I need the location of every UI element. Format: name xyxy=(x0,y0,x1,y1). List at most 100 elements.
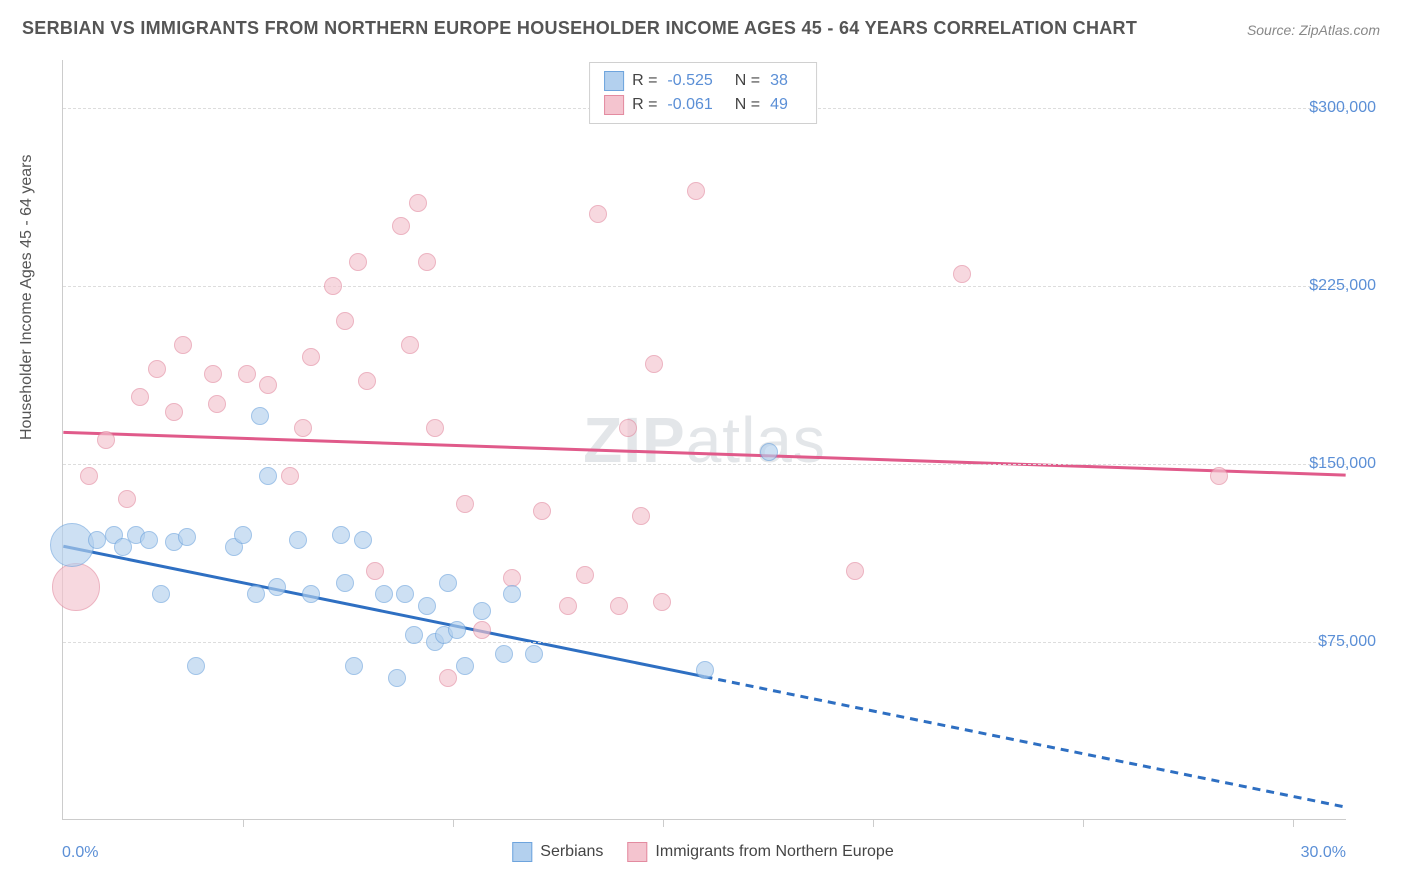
data-point-immigrants xyxy=(118,490,136,508)
data-point-immigrants xyxy=(589,205,607,223)
data-point-immigrants xyxy=(259,376,277,394)
chart-container: SERBIAN VS IMMIGRANTS FROM NORTHERN EURO… xyxy=(0,0,1406,892)
data-point-immigrants xyxy=(576,566,594,584)
y-tick-label: $150,000 xyxy=(1309,455,1376,473)
data-point-serbians xyxy=(289,531,307,549)
x-tick xyxy=(453,819,454,827)
data-point-serbians xyxy=(448,621,466,639)
data-point-immigrants xyxy=(610,597,628,615)
data-point-serbians xyxy=(88,531,106,549)
data-point-serbians xyxy=(418,597,436,615)
grid-line xyxy=(63,286,1346,287)
data-point-immigrants xyxy=(294,419,312,437)
y-tick-label: $300,000 xyxy=(1309,99,1376,117)
data-point-immigrants xyxy=(302,348,320,366)
stats-row-immigrants: R = -0.061 N = 49 xyxy=(604,93,802,117)
data-point-immigrants xyxy=(473,621,491,639)
x-axis-min-label: 0.0% xyxy=(62,844,98,862)
data-point-serbians xyxy=(345,657,363,675)
x-tick xyxy=(873,819,874,827)
data-point-serbians xyxy=(152,585,170,603)
swatch-serbians xyxy=(604,71,624,91)
data-point-immigrants xyxy=(533,502,551,520)
data-point-serbians xyxy=(696,661,714,679)
swatch-immigrants xyxy=(604,95,624,115)
chart-title: SERBIAN VS IMMIGRANTS FROM NORTHERN EURO… xyxy=(22,18,1137,39)
swatch-serbians xyxy=(512,842,532,862)
grid-line xyxy=(63,642,1346,643)
r-label: R = xyxy=(632,96,657,114)
data-point-immigrants xyxy=(336,312,354,330)
data-point-serbians xyxy=(268,578,286,596)
data-point-immigrants xyxy=(80,467,98,485)
n-label: N = xyxy=(735,96,760,114)
data-point-immigrants xyxy=(238,365,256,383)
y-tick-label: $75,000 xyxy=(1318,633,1376,651)
legend-item-serbians: Serbians xyxy=(512,842,603,862)
data-point-immigrants xyxy=(426,419,444,437)
data-point-immigrants xyxy=(281,467,299,485)
data-point-immigrants xyxy=(131,388,149,406)
data-point-serbians xyxy=(456,657,474,675)
data-point-immigrants xyxy=(324,277,342,295)
data-point-serbians xyxy=(50,523,94,567)
data-point-immigrants xyxy=(358,372,376,390)
data-point-immigrants xyxy=(953,265,971,283)
stats-row-serbians: R = -0.525 N = 38 xyxy=(604,69,802,93)
data-point-immigrants xyxy=(846,562,864,580)
data-point-serbians xyxy=(354,531,372,549)
data-point-immigrants xyxy=(1210,467,1228,485)
data-point-serbians xyxy=(187,657,205,675)
y-axis-label: Householder Income Ages 45 - 64 years xyxy=(18,155,36,441)
data-point-serbians xyxy=(140,531,158,549)
bottom-legend: Serbians Immigrants from Northern Europe xyxy=(512,842,893,862)
data-point-immigrants xyxy=(632,507,650,525)
plot-area: ZIPatlas xyxy=(62,60,1346,820)
data-point-serbians xyxy=(178,528,196,546)
data-point-serbians xyxy=(247,585,265,603)
data-point-immigrants xyxy=(456,495,474,513)
x-tick xyxy=(1293,819,1294,827)
grid-line xyxy=(63,464,1346,465)
data-point-immigrants xyxy=(174,336,192,354)
data-point-serbians xyxy=(336,574,354,592)
regression-lines xyxy=(63,60,1346,819)
data-point-serbians xyxy=(495,645,513,663)
y-tick-label: $225,000 xyxy=(1309,277,1376,295)
data-point-serbians xyxy=(760,443,778,461)
data-point-immigrants xyxy=(401,336,419,354)
data-point-serbians xyxy=(405,626,423,644)
data-point-serbians xyxy=(302,585,320,603)
data-point-immigrants xyxy=(366,562,384,580)
data-point-serbians xyxy=(259,467,277,485)
watermark: ZIPatlas xyxy=(583,403,826,477)
data-point-immigrants xyxy=(208,395,226,413)
legend-label-immigrants: Immigrants from Northern Europe xyxy=(655,843,893,861)
data-point-immigrants xyxy=(204,365,222,383)
data-point-immigrants xyxy=(619,419,637,437)
n-value-immigrants: 49 xyxy=(770,96,788,114)
data-point-serbians xyxy=(473,602,491,620)
data-point-immigrants xyxy=(409,194,427,212)
n-label: N = xyxy=(735,72,760,90)
legend-item-immigrants: Immigrants from Northern Europe xyxy=(627,842,893,862)
data-point-immigrants xyxy=(52,563,100,611)
r-label: R = xyxy=(632,72,657,90)
data-point-immigrants xyxy=(645,355,663,373)
data-point-serbians xyxy=(251,407,269,425)
swatch-immigrants xyxy=(627,842,647,862)
data-point-serbians xyxy=(332,526,350,544)
data-point-immigrants xyxy=(503,569,521,587)
data-point-immigrants xyxy=(392,217,410,235)
data-point-immigrants xyxy=(148,360,166,378)
data-point-serbians xyxy=(375,585,393,603)
data-point-immigrants xyxy=(418,253,436,271)
x-tick xyxy=(663,819,664,827)
x-tick xyxy=(243,819,244,827)
source-attribution: Source: ZipAtlas.com xyxy=(1247,22,1380,38)
data-point-serbians xyxy=(388,669,406,687)
data-point-serbians xyxy=(439,574,457,592)
x-tick xyxy=(1083,819,1084,827)
data-point-immigrants xyxy=(165,403,183,421)
legend-label-serbians: Serbians xyxy=(540,843,603,861)
